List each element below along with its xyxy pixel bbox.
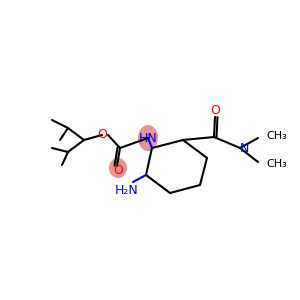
Text: HN: HN	[139, 131, 158, 145]
Text: O: O	[210, 103, 220, 116]
Text: H₂N: H₂N	[115, 184, 139, 196]
Text: O: O	[113, 164, 123, 176]
Ellipse shape	[138, 125, 158, 151]
Text: N: N	[239, 142, 249, 154]
Ellipse shape	[109, 158, 127, 178]
Text: O: O	[97, 128, 107, 142]
Text: CH₃: CH₃	[266, 131, 287, 141]
Text: CH₃: CH₃	[266, 159, 287, 169]
